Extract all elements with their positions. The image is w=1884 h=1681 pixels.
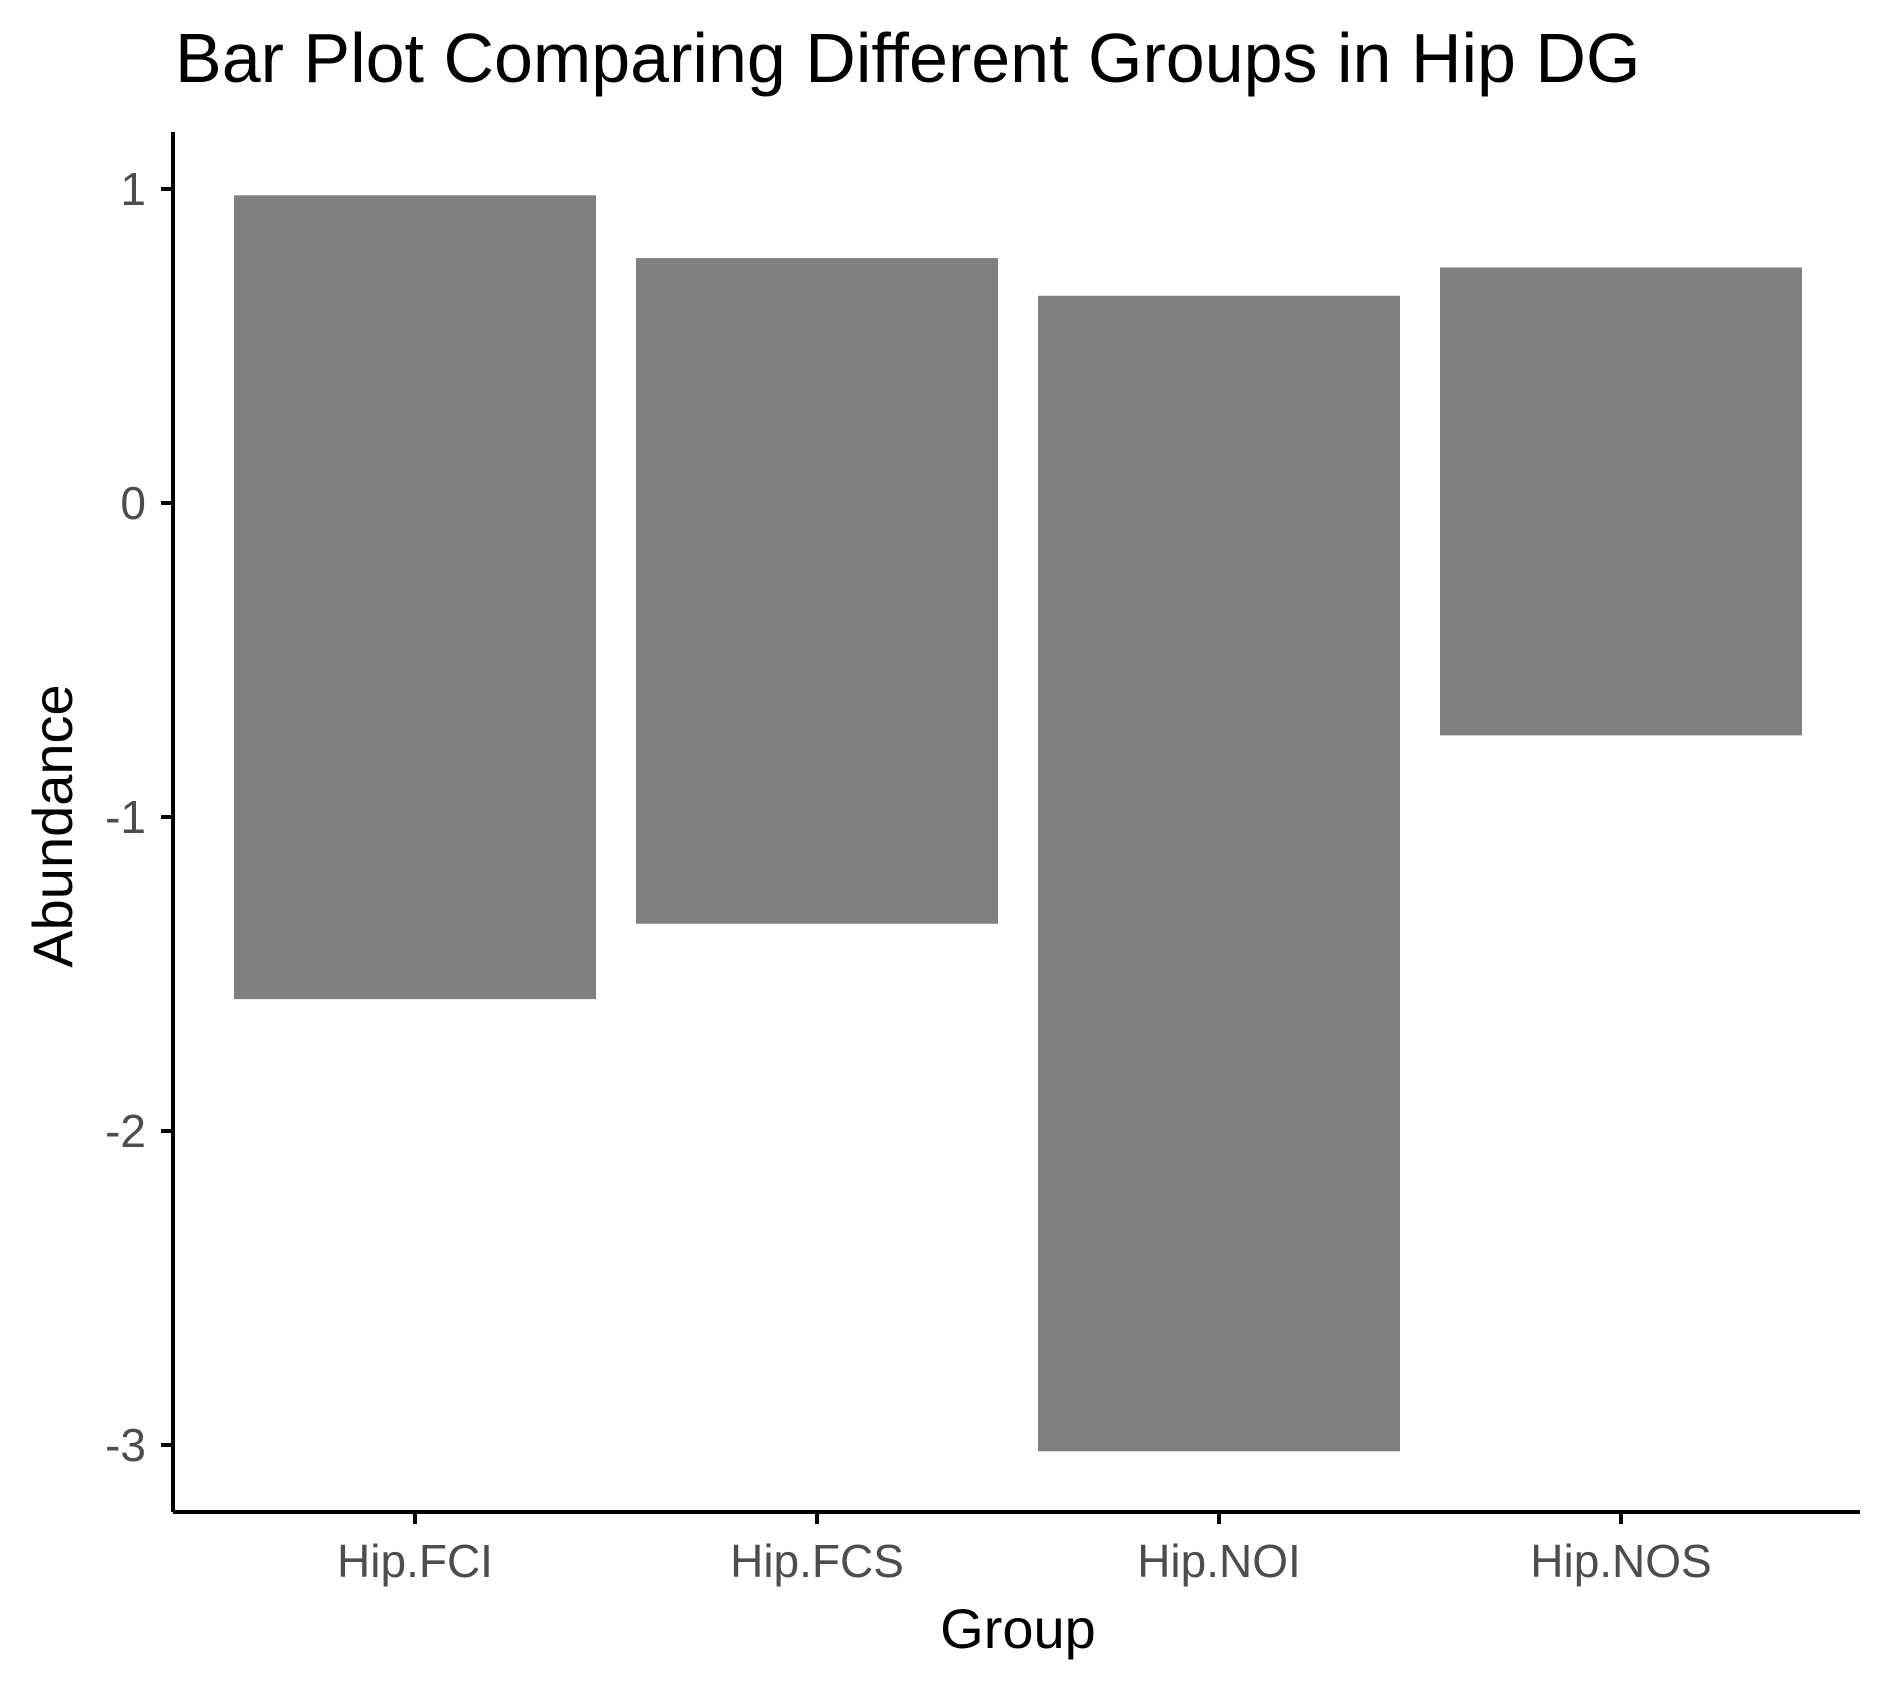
bar-hip-noi [1038,295,1400,1452]
y-axis-title: Abundance [21,684,84,967]
chart-title: Bar Plot Comparing Different Groups in H… [175,19,1640,97]
y-tick-label: 1 [120,163,146,215]
bar-hip-fci [234,195,596,1000]
bars-group [234,195,1802,1452]
y-ticks-group: -3 -2 -1 0 1 [105,163,173,1471]
x-tick-label: Hip.NOI [1137,1535,1301,1587]
x-tick-label: Hip.FCS [730,1535,904,1587]
x-tick-label: Hip.FCI [337,1535,493,1587]
x-axis-title: Group [940,1597,1096,1660]
bar-hip-fcs [636,258,998,924]
y-tick-label: -2 [105,1105,146,1157]
y-tick-label: -1 [105,791,146,843]
y-tick-label: 0 [120,477,146,529]
x-ticks-group: Hip.FCI Hip.FCS Hip.NOI Hip.NOS [337,1512,1712,1587]
bar-hip-nos [1440,267,1802,736]
x-tick-label: Hip.NOS [1530,1535,1711,1587]
y-tick-label: -3 [105,1419,146,1471]
